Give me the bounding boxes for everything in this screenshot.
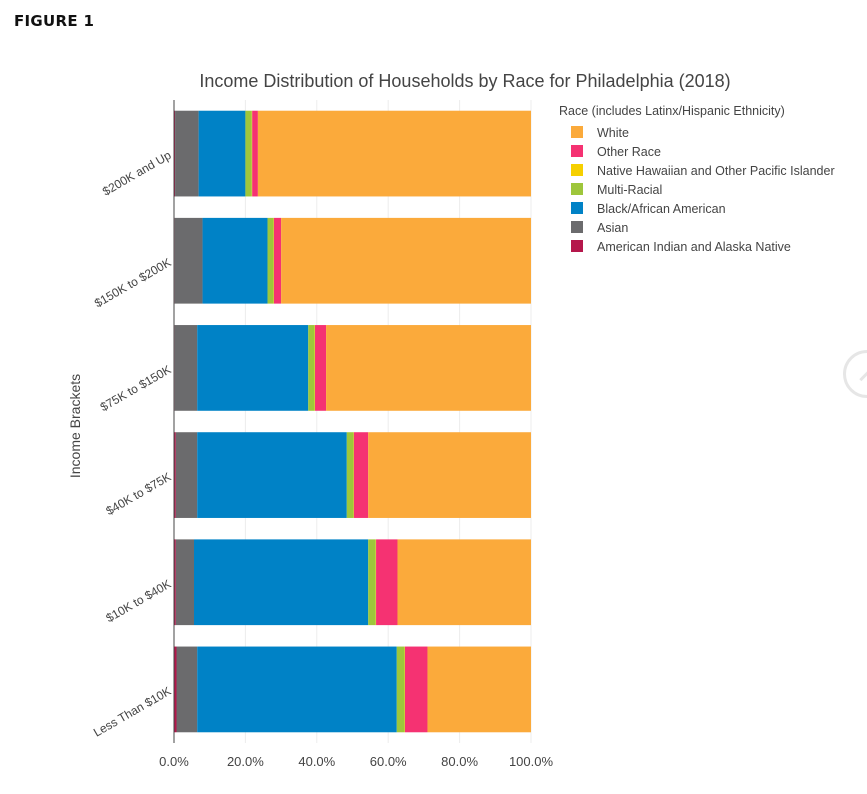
x-tick-label: 40.0% [298,754,335,769]
bar-segment[interactable] [202,217,268,304]
bar-segment[interactable] [326,325,531,411]
bar-segment[interactable] [175,539,194,626]
bar-segment[interactable] [245,110,252,197]
bar-segment[interactable] [174,217,203,304]
x-tick-label: 80.0% [441,754,478,769]
y-tick-label: $150K to $200K [92,255,174,310]
y-axis-label: Income Brackets [67,374,83,478]
legend-label[interactable]: Multi-Racial [597,183,662,197]
figure-label: FIGURE 1 [14,12,95,30]
bar-segment[interactable] [368,432,531,518]
bar-segment[interactable] [368,539,376,626]
bar-segment[interactable] [257,110,531,197]
y-tick-label: $200K and Up [100,148,174,199]
bar-segment[interactable] [346,432,354,518]
bar-segment[interactable] [197,325,309,411]
legend-swatch[interactable] [571,164,583,176]
legend-swatch[interactable] [571,240,583,252]
bar-segment[interactable] [281,217,531,304]
bar-segment[interactable] [252,110,258,197]
bar-segment[interactable] [353,432,369,518]
x-tick-label: 100.0% [509,754,554,769]
bar-segment[interactable] [267,217,274,304]
chart-title: Income Distribution of Households by Rac… [199,71,730,91]
x-tick-label: 0.0% [159,754,189,769]
y-tick-label: $40K to $75K [104,470,174,518]
y-tick-label: $10K to $40K [104,577,174,625]
legend-label[interactable]: Other Race [597,145,661,159]
bar-segment[interactable] [308,325,315,411]
legend-swatch[interactable] [571,145,583,157]
bar-segment[interactable] [174,325,198,411]
x-tick-label: 20.0% [227,754,264,769]
y-tick-label: Less Than $10K [91,684,174,740]
bar-segment[interactable] [396,646,405,733]
bar-segment[interactable] [376,539,398,626]
legend-label[interactable]: White [597,126,629,140]
bar-segment[interactable] [176,646,198,733]
bar-segment[interactable] [197,646,397,733]
bar-segment[interactable] [174,646,177,733]
legend-swatch[interactable] [571,221,583,233]
bar-segment[interactable] [198,110,246,197]
y-tick-label: $75K to $150K [98,362,174,414]
legend-label[interactable]: American Indian and Alaska Native [597,240,791,254]
legend-title: Race (includes Latinx/Hispanic Ethnicity… [559,104,785,118]
legend-swatch[interactable] [571,126,583,138]
bar-segment[interactable] [174,539,176,626]
bar-segment[interactable] [175,432,198,518]
legend-swatch[interactable] [571,183,583,195]
bar-segment[interactable] [174,110,176,197]
bar-segment[interactable] [427,646,531,733]
bar-segment[interactable] [175,110,199,197]
bar-segment[interactable] [404,646,428,733]
bar-segment[interactable] [315,325,327,411]
bar-segment[interactable] [273,217,282,304]
legend-swatch[interactable] [571,202,583,214]
legend-label[interactable]: Asian [597,221,628,235]
bar-segment[interactable] [174,432,176,518]
bar-segment[interactable] [193,539,369,626]
bar-segment[interactable] [197,432,347,518]
x-tick-label: 60.0% [370,754,407,769]
legend-label[interactable]: Native Hawaiian and Other Pacific Island… [597,164,835,178]
legend-label[interactable]: Black/African American [597,202,726,216]
bar-segment[interactable] [397,539,531,626]
